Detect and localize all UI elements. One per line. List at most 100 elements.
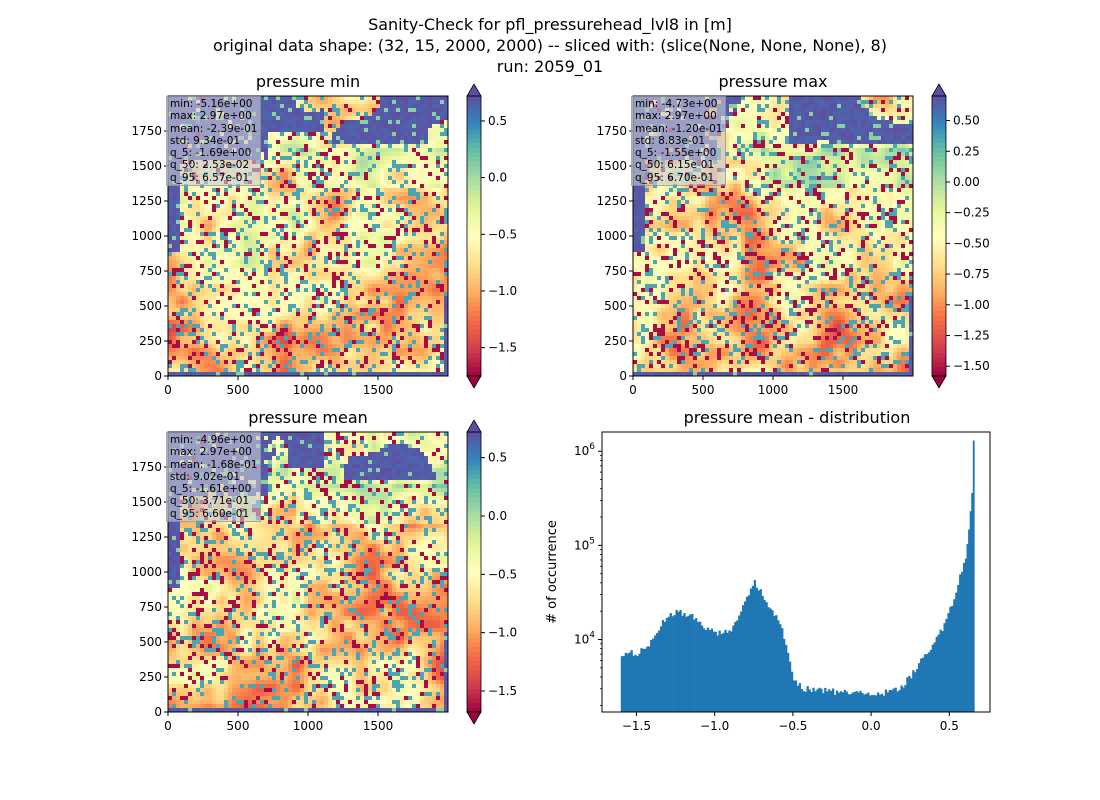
heatmap-cell (312, 168, 317, 173)
heatmap-cell (408, 120, 413, 125)
heatmap-cell (316, 364, 321, 369)
heatmap-cell (364, 288, 369, 293)
heatmap-cell (372, 200, 377, 205)
heatmap-cell (196, 256, 201, 261)
heatmap-cell (380, 120, 385, 125)
heatmap-cell (412, 184, 417, 189)
heatmap-cell (340, 156, 345, 161)
heatmap-cell (376, 328, 381, 333)
heatmap-cell (380, 176, 385, 181)
heatmap-cell (336, 148, 341, 153)
heatmap-cell (232, 300, 237, 305)
heatmap-cell (424, 268, 429, 273)
heatmap-cell (392, 260, 397, 265)
heatmap-cell (232, 324, 237, 329)
heatmap-cell (444, 160, 449, 165)
heatmap-cell (308, 164, 313, 169)
heatmap-cell (408, 360, 413, 365)
heatmap-cell (224, 192, 229, 197)
heatmap-cell (260, 224, 265, 229)
heatmap-cell (376, 284, 381, 289)
heatmap-cell (356, 348, 361, 353)
heatmap-cell (336, 296, 341, 301)
heatmap-cell (168, 356, 173, 361)
heatmap-cell (440, 224, 445, 229)
heatmap-cell (200, 236, 205, 241)
heatmap-cell (180, 200, 185, 205)
heatmap-cell (304, 144, 309, 149)
heatmap-cell (280, 284, 285, 289)
heatmap-cell (236, 336, 241, 341)
heatmap-cell (252, 288, 257, 293)
heatmap-cell (388, 168, 393, 173)
heatmap-cell (332, 372, 337, 377)
heatmap-cell (364, 128, 369, 133)
heatmap-cell (340, 248, 345, 253)
heatmap-cell (248, 252, 253, 257)
heatmap-cell (432, 332, 437, 337)
heatmap-cell (332, 188, 337, 193)
heatmap-cell (392, 352, 397, 357)
heatmap-cell (400, 288, 405, 293)
heatmap-cell (320, 228, 325, 233)
heatmap-cell (236, 220, 241, 225)
heatmap-cell (308, 204, 313, 209)
heatmap-cell (424, 232, 429, 237)
heatmap-cell (248, 264, 253, 269)
heatmap-cell (400, 276, 405, 281)
heatmap-cell (220, 260, 225, 265)
heatmap-cell (260, 256, 265, 261)
heatmap-cell (256, 348, 261, 353)
heatmap-cell (248, 372, 253, 377)
heatmap-cell (296, 228, 301, 233)
heatmap-cell (284, 200, 289, 205)
heatmap-cell (368, 252, 373, 257)
heatmap-cell (244, 188, 249, 193)
heatmap-cell (228, 256, 233, 261)
heatmap-cell (356, 320, 361, 325)
heatmap-cell (236, 288, 241, 293)
heatmap-cell (340, 364, 345, 369)
heatmap-cell (276, 268, 281, 273)
heatmap-cell (200, 244, 205, 249)
heatmap-cell (288, 292, 293, 297)
heatmap-cell (392, 312, 397, 317)
heatmap-cell (388, 260, 393, 265)
heatmap-cell (328, 132, 333, 137)
heatmap-cell (444, 168, 449, 173)
heatmap-cell (176, 348, 181, 353)
heatmap-cell (308, 160, 313, 165)
heatmap-cell (304, 340, 309, 345)
heatmap-cell (440, 344, 445, 349)
heatmap-cell (312, 204, 317, 209)
heatmap-cell (268, 200, 273, 205)
heatmap-cell (332, 280, 337, 285)
heatmap-cell (180, 316, 185, 321)
heatmap-cell (308, 120, 313, 125)
heatmap-cell (172, 248, 177, 253)
heatmap-cell (240, 372, 245, 377)
heatmap-cell (188, 368, 193, 373)
heatmap-cell (440, 236, 445, 241)
heatmap-cell (212, 192, 217, 197)
heatmap-cell (376, 116, 381, 121)
heatmap-cell (260, 360, 265, 365)
heatmap-cell (184, 268, 189, 273)
heatmap-cell (428, 296, 433, 301)
heatmap-cell (300, 140, 305, 145)
heatmap-cell (412, 248, 417, 253)
heatmap-cell (280, 232, 285, 237)
heatmap-cell (396, 212, 401, 217)
heatmap-cell (216, 332, 221, 337)
heatmap-cell (268, 312, 273, 317)
heatmap-cell (340, 296, 345, 301)
heatmap-cell (184, 240, 189, 245)
heatmap-cell (440, 300, 445, 305)
heatmap-cell (240, 348, 245, 353)
heatmap-cell (424, 356, 429, 361)
heatmap-cell (400, 228, 405, 233)
heatmap-cell (264, 128, 269, 133)
heatmap-cell (412, 364, 417, 369)
heatmap-cell (376, 132, 381, 137)
heatmap-cell (284, 320, 289, 325)
